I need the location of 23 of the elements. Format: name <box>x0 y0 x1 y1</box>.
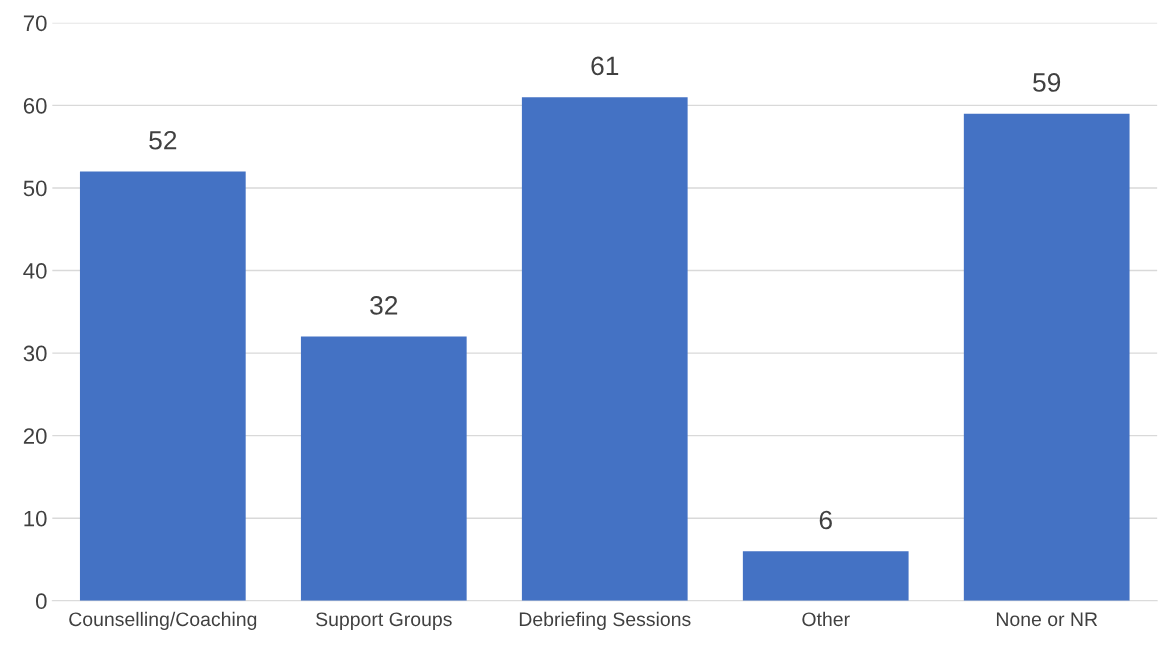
data-label: 32 <box>370 296 398 315</box>
x-tick-label: None or NR <box>996 612 1098 627</box>
y-tick-label: 10 <box>24 510 47 527</box>
bar <box>79 171 246 601</box>
bar <box>963 113 1130 601</box>
data-label: 59 <box>1033 73 1061 92</box>
x-tick-label: Debriefing Sessions <box>519 611 691 630</box>
y-tick-label: 60 <box>23 97 47 114</box>
data-label: 61 <box>591 56 619 76</box>
data-label: 6 <box>819 510 832 530</box>
bar <box>300 336 467 601</box>
x-tick-label: Other <box>802 611 850 627</box>
x-tick-label: Counselling/Coaching <box>69 611 257 630</box>
y-tick-label: 40 <box>23 263 47 279</box>
y-tick-label: 20 <box>23 428 47 444</box>
y-tick-label: 30 <box>23 345 47 362</box>
x-tick-label: Support Groups <box>316 612 452 630</box>
y-tick-label: 70 <box>23 15 47 32</box>
bar <box>521 97 688 601</box>
data-label: 52 <box>149 130 177 150</box>
y-tick-label: 0 <box>35 593 47 610</box>
bar <box>742 551 909 601</box>
y-tick-label: 50 <box>23 180 47 197</box>
